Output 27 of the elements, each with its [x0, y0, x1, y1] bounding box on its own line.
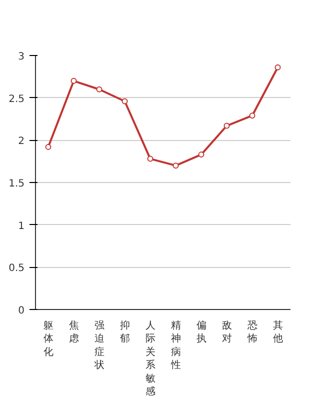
point: [249, 112, 256, 119]
x-tick-label: 强迫症状: [93, 320, 104, 372]
y-tick-label: 1: [18, 220, 25, 232]
y-tick-label: 3: [18, 52, 25, 62]
x-tick-label: 人际关系敏感: [145, 320, 156, 398]
point: [224, 122, 230, 129]
x-tick-label: 焦虑: [68, 320, 79, 345]
y-tick-label: 2.5: [8, 94, 25, 105]
x-tick-label: 其他: [272, 320, 283, 345]
x-tick-label: 精神病性: [170, 320, 181, 372]
x-tick-label: 敌对: [222, 320, 232, 345]
x-tick-label: 躯体化: [43, 320, 54, 358]
y-tick-label: 0.5: [8, 263, 25, 274]
y-tick-label: 1.5: [8, 178, 25, 190]
x-tick-label: 恐怖: [246, 320, 258, 345]
point: [96, 86, 102, 92]
y-tick-label: 0: [18, 306, 25, 316]
x-tick-label: 偏执: [196, 320, 206, 345]
point: [147, 156, 154, 162]
x-tick-label: 抑郁: [120, 320, 130, 345]
point: [172, 162, 179, 169]
point: [45, 144, 52, 150]
point: [198, 152, 204, 158]
point: [122, 98, 128, 104]
y-tick-label: 2: [18, 136, 25, 148]
point: [274, 64, 281, 70]
point: [70, 78, 77, 84]
